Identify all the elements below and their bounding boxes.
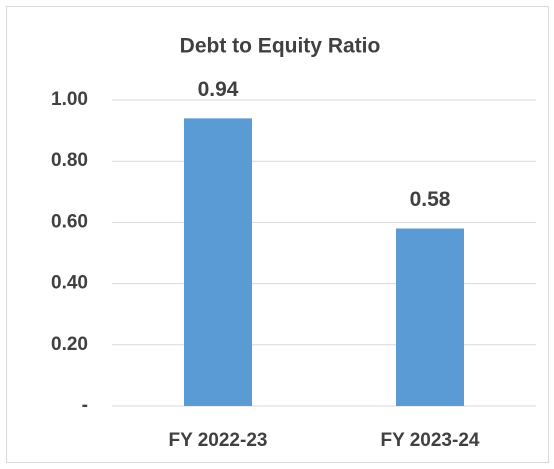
chart-title: Debt to Equity Ratio (180, 35, 381, 58)
x-tick-label: FY 2022-23 (169, 430, 268, 451)
y-tick-label: 0.80 (51, 150, 88, 171)
bar (184, 118, 252, 407)
y-tick-label: - (82, 395, 88, 416)
y-tick-label: 0.20 (51, 334, 88, 355)
data-label: 0.58 (410, 188, 451, 211)
y-tick-label: 0.40 (51, 273, 88, 294)
y-tick-label: 0.60 (51, 211, 88, 232)
x-tick-label: FY 2023-24 (381, 430, 480, 451)
y-tick-label: 1.00 (51, 89, 88, 110)
data-label: 0.94 (198, 78, 239, 101)
bar (396, 228, 464, 406)
